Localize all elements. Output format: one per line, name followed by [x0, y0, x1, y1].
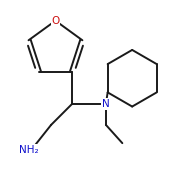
Text: O: O	[51, 16, 60, 26]
Text: NH₂: NH₂	[19, 145, 39, 155]
Text: N: N	[102, 99, 110, 109]
